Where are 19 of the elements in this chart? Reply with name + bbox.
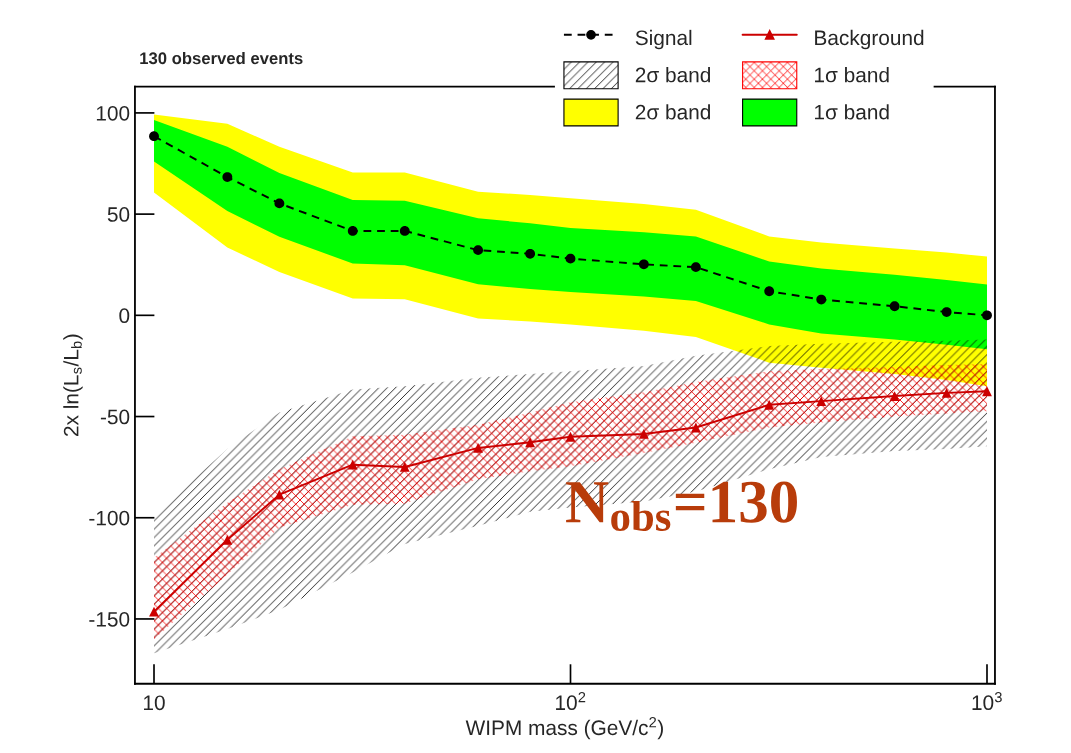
legend-label: 2σ band [635,104,711,120]
chart-title: 130 observed events [140,51,303,65]
y-tick-label: 50 [107,207,130,222]
y-tick-label: 0 [119,308,130,324]
legend-label: 1σ band [815,104,889,120]
legend-label: 2σ band [635,67,711,83]
y-axis-title: 2x ln(L$_{s}$/L$_{b}$) [63,334,83,436]
legend-label: Signal [635,29,692,50]
y-tick-label: 100 [96,105,130,121]
legend-label: 1σ band [815,67,889,83]
x-axis-title: WIPM mass (GeV/c$^{2}$) [465,717,663,740]
x-tick-label: 10$^{3}$ [972,692,1002,711]
legend-label: Background [815,29,924,50]
y-tick-label: -150 [89,611,130,627]
y-tick-label: -100 [89,510,130,526]
annotation: N$_{obs}$=130 [566,481,797,532]
x-tick-label: 10$^{2}$ [556,692,586,711]
y-tick-label: -50 [100,409,130,425]
x-tick-label: 10 [144,695,165,711]
